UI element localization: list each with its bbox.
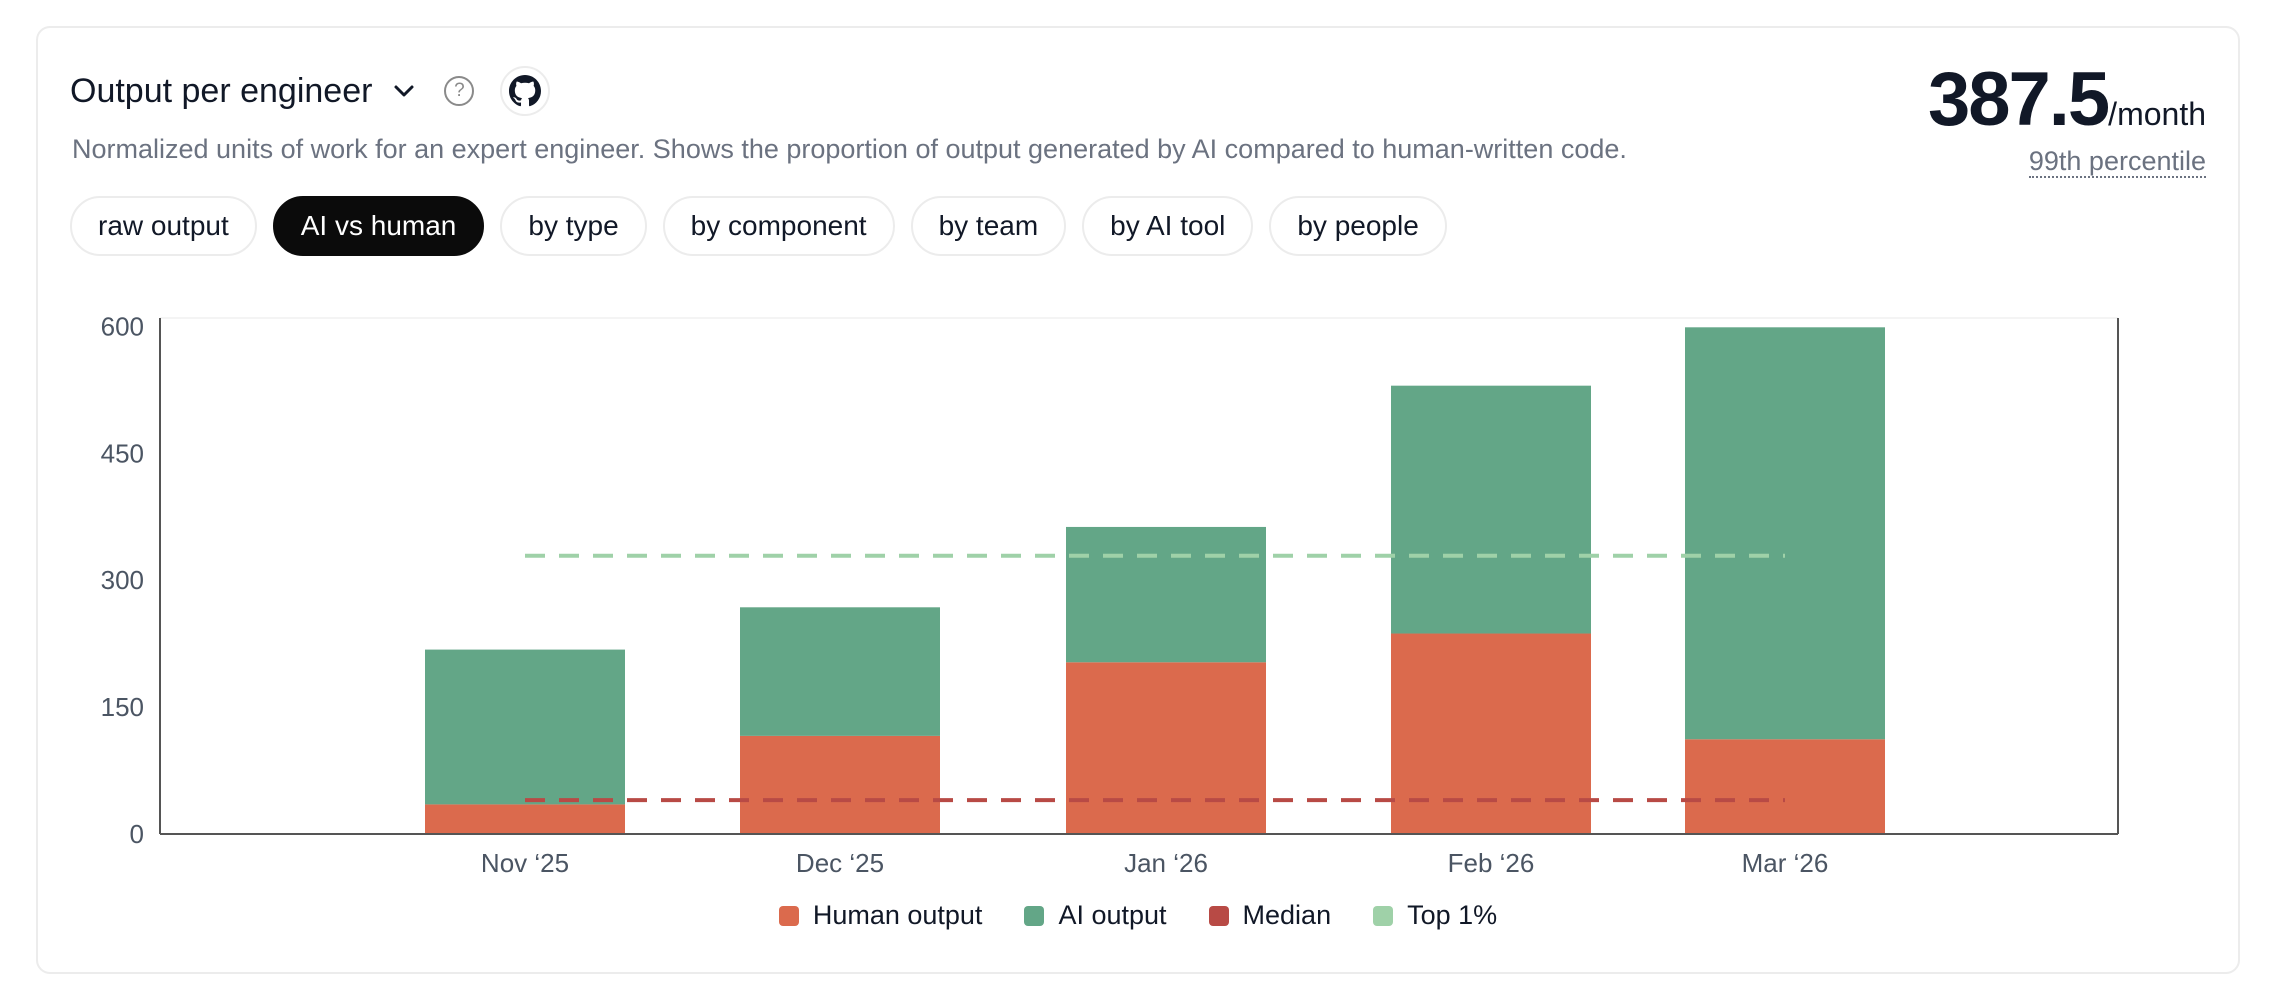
x-tick-label: Jan ‘26	[1124, 848, 1208, 878]
kpi-unit: /month	[2108, 96, 2206, 132]
x-tick-label: Dec ‘25	[796, 848, 884, 878]
legend-label-human: Human output	[812, 900, 983, 930]
y-tick-label: 0	[130, 819, 144, 849]
stacked-bar-chart: 0 150 300 450 600 Nov ‘25 Dec ‘25 Jan ‘26 Feb ‘2…	[101, 311, 2119, 878]
tab-by-people[interactable]: by people	[1269, 196, 1447, 256]
kpi-value: 387.5	[1927, 57, 2110, 142]
legend-swatch-median	[1208, 905, 1229, 926]
tab-by-type[interactable]: by type	[500, 196, 647, 256]
legend-item-median[interactable]: Median	[1208, 900, 1332, 931]
kpi-percentile[interactable]: 99th percentile	[2028, 146, 2206, 178]
y-tick-label: 300	[101, 565, 144, 595]
legend-label-median: Median	[1242, 900, 1332, 930]
bar-human-output	[425, 804, 625, 834]
legend-item-human[interactable]: Human output	[778, 900, 983, 931]
chart-legend: Human output AI output Median Top 1%	[38, 900, 2238, 931]
tab-by-ai-tool[interactable]: by AI tool	[1082, 196, 1254, 256]
bar-ai-output	[1066, 526, 1266, 663]
legend-swatch-ai	[1024, 905, 1045, 926]
x-tick-label: Mar ‘26	[1742, 848, 1829, 878]
legend-label-top1: Top 1%	[1407, 900, 1498, 930]
legend-label-ai: AI output	[1058, 900, 1167, 930]
legend-item-ai[interactable]: AI output	[1024, 900, 1167, 931]
y-tick-label: 150	[101, 692, 144, 722]
legend-swatch-top1	[1373, 905, 1394, 926]
chevron-down-icon[interactable]	[390, 77, 418, 105]
x-tick-label: Feb ‘26	[1448, 848, 1535, 878]
bar-ai-output	[1685, 327, 1885, 740]
bar-human-output	[740, 735, 940, 834]
y-tick-label: 450	[101, 438, 144, 468]
card-description: Normalized units of work for an expert e…	[72, 134, 1627, 164]
y-tick-label: 600	[101, 311, 144, 341]
tab-by-team[interactable]: by team	[910, 196, 1067, 256]
bar-ai-output	[1391, 385, 1591, 634]
legend-swatch-human	[778, 905, 799, 926]
kpi: 387.5/month	[1928, 56, 2206, 143]
help-icon[interactable]: ?	[444, 76, 475, 106]
github-icon[interactable]	[500, 66, 551, 116]
tab-ai-vs-human[interactable]: AI vs human	[272, 196, 485, 256]
tab-raw-output[interactable]: raw output	[70, 196, 257, 256]
bar-ai-output	[425, 649, 625, 805]
bar-human-output	[1685, 739, 1885, 834]
bar-human-output	[1066, 662, 1266, 834]
title-row: Output per engineer ?	[70, 66, 551, 116]
output-card: Output per engineer ? Normalized units o…	[36, 26, 2240, 974]
bar-ai-output	[740, 607, 940, 736]
bar-human-output	[1391, 633, 1591, 834]
x-tick-label: Nov ‘25	[481, 848, 569, 878]
tab-by-component[interactable]: by component	[662, 196, 895, 256]
legend-item-top1[interactable]: Top 1%	[1373, 900, 1497, 931]
card-title: Output per engineer	[70, 71, 373, 110]
view-tabs: raw output AI vs human by type by compon…	[70, 196, 1447, 256]
